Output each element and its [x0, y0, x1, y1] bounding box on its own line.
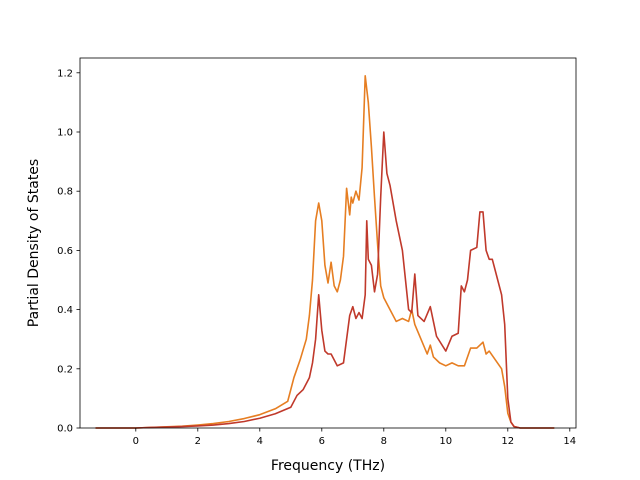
x-tick-label: 10 [439, 436, 452, 447]
x-tick-label: 8 [381, 436, 387, 447]
x-tick-label: 2 [195, 436, 201, 447]
y-axis-label: Partial Density of States [26, 159, 42, 327]
x-tick-label: 0 [133, 436, 139, 447]
y-tick-label: 0.2 [57, 364, 73, 375]
series-layer [95, 74, 555, 429]
y-tick-label: 0.0 [57, 424, 73, 435]
y-tick-label: 1.0 [57, 128, 73, 139]
y-tick-label: 1.2 [57, 68, 73, 79]
x-tick-label: 4 [257, 436, 263, 447]
x-tick-label: 14 [563, 436, 576, 447]
y-tick-label: 0.8 [57, 187, 73, 198]
y-axis: 0.0 0.2 0.4 0.6 0.8 1.0 1.2 [57, 68, 80, 435]
plot-frame [79, 57, 577, 429]
y-tick-label: 0.4 [57, 305, 73, 316]
y-tick-label: 0.6 [57, 246, 73, 257]
x-tick-label: 12 [501, 436, 514, 447]
series-line-1 [95, 74, 555, 429]
series-line-2 [95, 131, 555, 429]
x-axis: 0 2 4 6 8 10 12 14 [133, 428, 576, 447]
x-tick-label: 6 [319, 436, 325, 447]
x-axis-label: Frequency (THz) [271, 458, 385, 474]
